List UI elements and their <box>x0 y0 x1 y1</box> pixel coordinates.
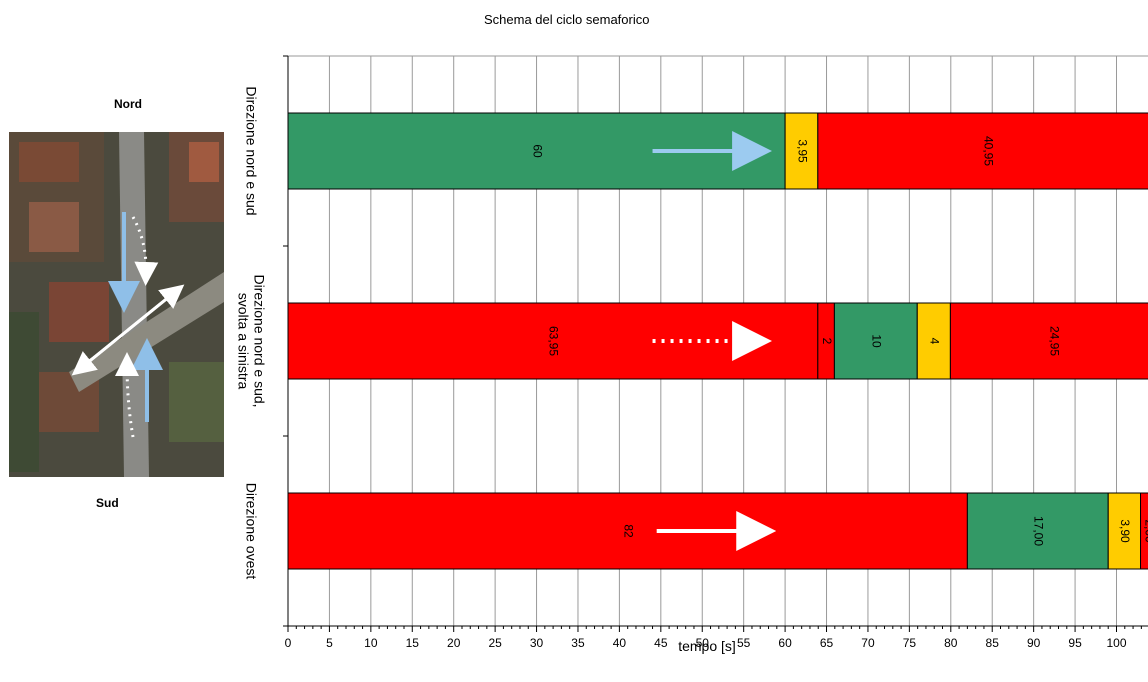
row-label: Direzione nord e sud <box>243 86 260 216</box>
x-tick-label: 65 <box>820 636 834 650</box>
x-tick-label: 70 <box>861 636 875 650</box>
row-label: Direzione ovest <box>242 482 259 580</box>
x-tick-label: 0 <box>285 636 292 650</box>
chart-title: Schema del ciclo semaforico <box>484 12 650 27</box>
x-tick-label: 10 <box>364 636 378 650</box>
x-tick-label: 30 <box>530 636 544 650</box>
x-tick-label: 25 <box>488 636 502 650</box>
map-south-label: Sud <box>96 496 119 510</box>
x-tick-label: 80 <box>944 636 958 650</box>
x-tick-label: 75 <box>903 636 917 650</box>
bar-segment <box>1140 492 1148 570</box>
bar-value-label: 4 <box>928 338 942 345</box>
bar-value-label: 2 <box>820 338 834 345</box>
bars: 60 3,95 40,95 63,95 2 10 4 24,95 82 17,00 3,90 2,00 <box>287 112 1148 570</box>
x-axis: 0 5 10 15 20 25 30 35 40 45 50 55 60 65 70 75 80 85 90 95 10… <box>283 55 1148 654</box>
x-tick-label: 55 <box>737 636 751 650</box>
x-tick-label: 45 <box>654 636 668 650</box>
x-tick-label: 90 <box>1027 636 1041 650</box>
row-arrows <box>652 131 777 551</box>
bar-value-label: 17,00 <box>1032 516 1046 546</box>
bar-value-label: 2,00 <box>1143 519 1148 543</box>
x-tick-label: 40 <box>613 636 627 650</box>
x-tick-label: 100 <box>1106 636 1126 650</box>
x-tick-label: 60 <box>778 636 792 650</box>
bar-value-label: 63,95 <box>547 326 561 356</box>
bar-value-label: 3,95 <box>795 139 809 163</box>
bar-value-label: 82 <box>622 524 636 538</box>
map-north-label: Nord <box>114 97 142 111</box>
x-tick-label: 85 <box>986 636 1000 650</box>
bar-segment <box>949 302 1148 380</box>
bar-segment <box>916 302 951 380</box>
bar-value-label: 3,90 <box>1118 519 1132 543</box>
bar-value-label: 10 <box>870 334 884 348</box>
x-tick-label: 95 <box>1068 636 1082 650</box>
x-tick-label: 35 <box>571 636 585 650</box>
x-axis-label: tempo [s] <box>678 638 736 654</box>
bar-segment <box>817 112 1148 190</box>
x-tick-label: 20 <box>447 636 461 650</box>
x-tick-label: 50 <box>696 636 710 650</box>
bar-segment <box>287 492 968 570</box>
intersection-aerial-photo <box>9 132 224 477</box>
bar-segment <box>966 492 1109 570</box>
bar-value-label: 40,95 <box>981 136 995 166</box>
x-tick-label: 15 <box>406 636 420 650</box>
row-label: Direzione nord e sud, svolta a sinistra <box>235 274 268 408</box>
bar-segment <box>784 112 819 190</box>
bar-segment <box>287 302 819 380</box>
x-tick-label: 5 <box>326 636 333 650</box>
bar-value-label: 60 <box>530 144 544 158</box>
bar-value-label: 24,95 <box>1048 326 1062 356</box>
